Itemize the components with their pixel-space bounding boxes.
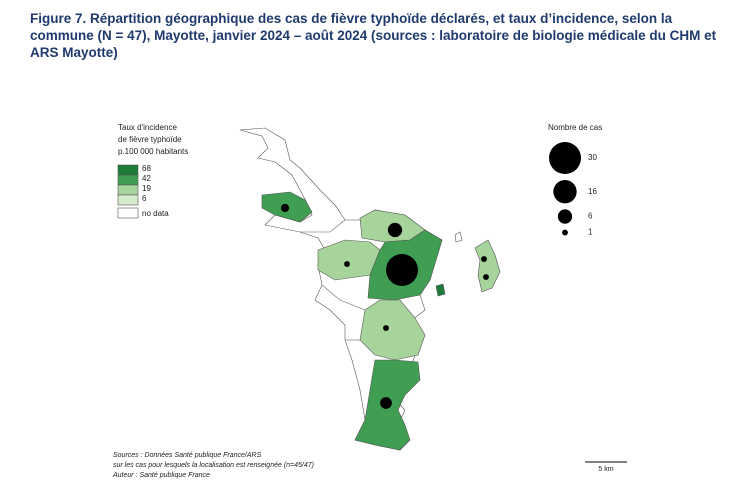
legend-bubble [549,142,581,174]
legend-bubble [562,229,568,236]
legend-label: no data [142,209,169,218]
commune [474,239,501,293]
legend-label: 6 [588,212,593,221]
commune-border [300,219,346,233]
legend-bubble [557,209,573,224]
islet [454,231,463,243]
scale-label: 5 km [598,466,613,473]
legend-swatch [117,194,139,206]
legend-label: 6 [142,194,147,203]
source-line: Sources : Données Santé publique France/… [113,452,262,459]
legend-label: 68 [142,164,151,173]
legend-label: 42 [142,174,151,183]
legend-label: 1 [588,228,593,237]
figure-title: Figure 7. Répartition géographique des c… [30,11,717,60]
legend-swatch [117,174,139,186]
commune [359,299,426,361]
legend-label: 30 [588,153,597,162]
legend-swatch [117,184,139,196]
legend-swatch [117,207,139,219]
legend-title: de fièvre typhoïde [118,135,182,144]
legend-title: Taux d'incidence [118,123,177,132]
case-bubble [344,261,350,267]
case-bubble [280,203,290,213]
legend-bubble [553,180,577,204]
case-bubble [481,256,487,262]
source-line: Auteur : Santé publique France [112,472,210,479]
case-bubble [380,397,392,409]
case-bubble [387,222,403,238]
source-line: sur les cas pour lesquels la localisatio… [113,462,314,469]
island-map [239,127,501,451]
legend-label: 19 [142,184,151,193]
case-bubble [383,325,389,331]
case-bubble [483,274,489,280]
legend-swatch [117,164,139,176]
legend-label: 16 [588,187,597,196]
case-bubble [386,254,418,286]
commune [435,283,446,297]
legend-title: Nombre de cas [548,123,602,132]
commune-border [321,284,366,311]
legend-title: p.100 000 habitants [118,147,188,156]
